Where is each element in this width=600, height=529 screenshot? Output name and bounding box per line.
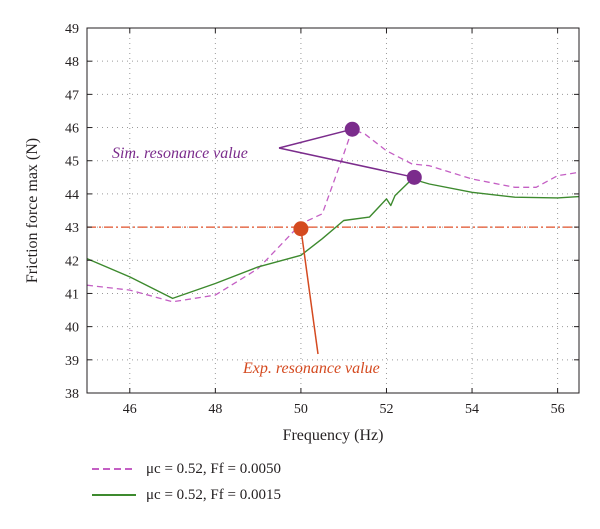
y-tick-label: 39	[65, 354, 79, 369]
x-tick-label: 54	[465, 402, 479, 417]
x-tick-label: 52	[379, 402, 393, 417]
x-tick-label: 48	[208, 402, 222, 417]
resonance-marker	[406, 169, 422, 185]
exp-leader-line	[300, 228, 319, 355]
legend: μc = 0.52, Ff = 0.0050 μc = 0.52, Ff = 0…	[92, 456, 281, 508]
grid	[87, 27, 579, 394]
y-tick-label: 48	[65, 55, 79, 70]
sim-resonance-annotation: Sim. resonance value	[112, 145, 248, 162]
y-tick-label: 46	[65, 122, 79, 137]
y-tick-label: 38	[65, 387, 79, 402]
resonance-marker	[293, 221, 309, 237]
y-tick-label: 45	[65, 155, 79, 170]
y-tick-label: 42	[65, 254, 79, 269]
y-tick-label: 43	[65, 221, 79, 236]
y-tick-label: 49	[65, 22, 79, 37]
legend-label: μc = 0.52, Ff = 0.0015	[146, 486, 281, 503]
legend-swatch-solid	[92, 494, 136, 496]
y-axis-label: Friction force max (N)	[24, 138, 41, 283]
y-tick-label: 47	[65, 88, 79, 103]
exp-resonance-annotation: Exp. resonance value	[242, 360, 380, 377]
x-tick-label: 50	[294, 402, 308, 417]
sim-leader-line	[278, 128, 353, 149]
y-tick-label: 44	[65, 188, 79, 203]
x-tick-label: 56	[551, 402, 565, 417]
y-tick-label: 40	[65, 321, 79, 336]
series-line-solid	[86, 178, 580, 300]
ticks: 46 48 50 52 54 56 38 39 40 41 42 43 44 45 46 47 48 49	[65, 22, 579, 417]
y-tick-label: 41	[65, 287, 79, 302]
markers	[293, 121, 422, 237]
x-tick-label: 46	[123, 402, 137, 417]
legend-item-dashed: μc = 0.52, Ff = 0.0050	[92, 456, 281, 482]
sim-leader-line	[278, 147, 415, 179]
x-axis-label: Frequency (Hz)	[283, 427, 384, 444]
legend-item-solid: μc = 0.52, Ff = 0.0015	[92, 482, 281, 508]
annotation-leaders	[278, 128, 415, 355]
resonance-marker	[344, 121, 360, 137]
legend-swatch-dashed	[92, 468, 136, 470]
legend-label: μc = 0.52, Ff = 0.0050	[146, 460, 281, 477]
plot-frame	[86, 27, 580, 394]
